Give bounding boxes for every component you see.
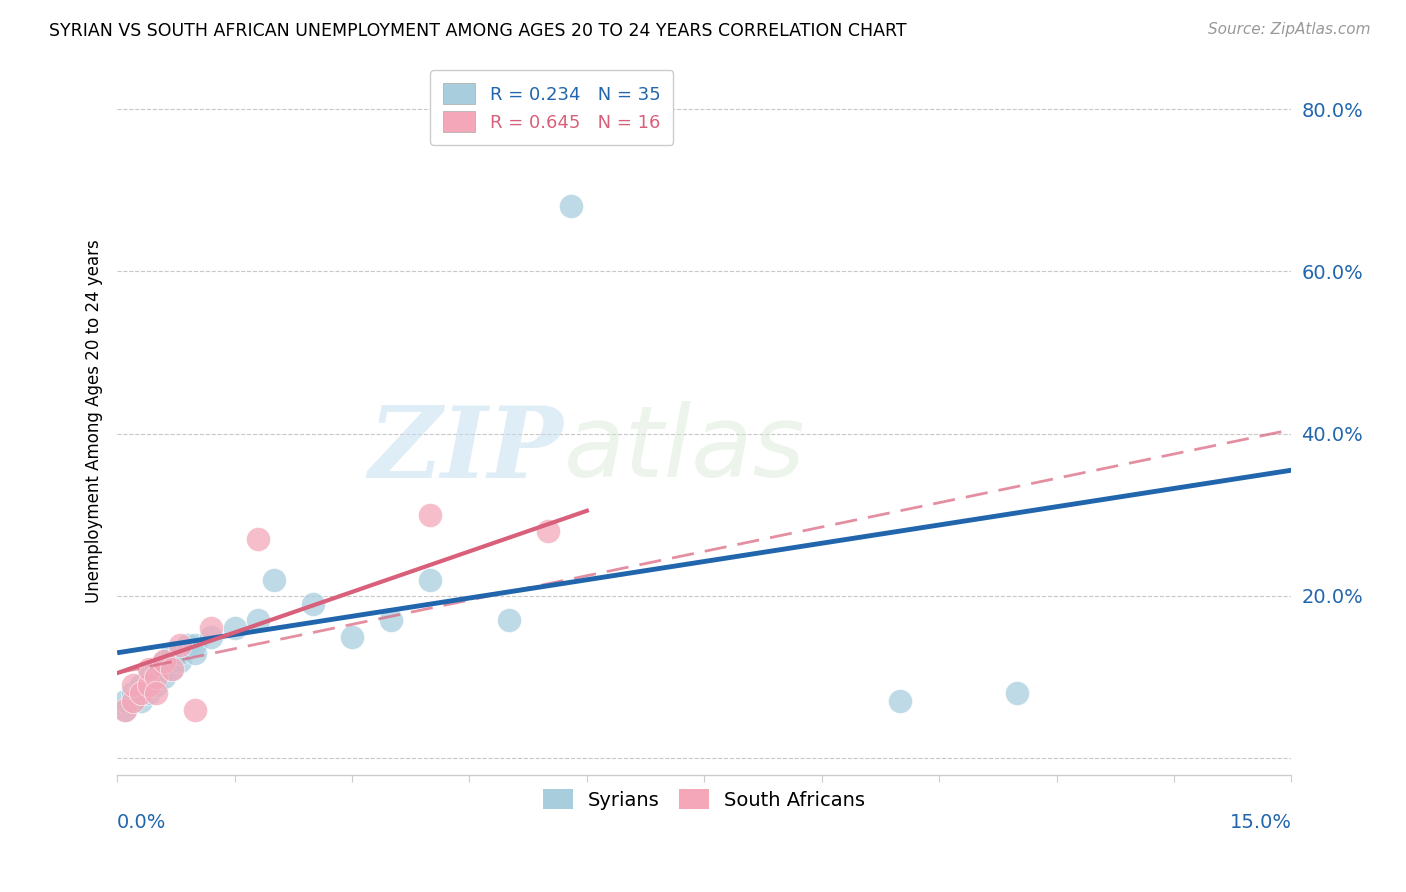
Point [560,199,582,213]
Point [153,670,176,684]
Point [302,597,325,611]
Point [224,622,246,636]
Point [184,646,207,660]
Point [153,662,176,676]
Point [247,613,270,627]
Point [114,703,136,717]
Text: ZIP: ZIP [368,401,564,498]
Point [200,622,222,636]
Point [138,662,160,676]
Point [129,678,152,692]
Point [380,613,402,627]
Point [498,613,520,627]
Point [129,686,152,700]
Point [138,678,160,692]
Point [138,678,160,692]
Point [138,670,160,684]
Point [160,662,183,676]
Point [419,573,441,587]
Point [160,646,183,660]
Point [121,678,143,692]
Point [160,654,183,668]
Point [889,694,911,708]
Point [184,638,207,652]
Point [114,694,136,708]
Point [1007,686,1029,700]
Point [121,694,143,708]
Point [145,686,167,700]
Point [145,678,167,692]
Point [184,703,207,717]
Point [169,654,191,668]
Point [169,646,191,660]
Point [153,654,176,668]
Point [145,662,167,676]
Y-axis label: Unemployment Among Ages 20 to 24 years: Unemployment Among Ages 20 to 24 years [86,240,103,603]
Point [537,524,560,538]
Text: atlas: atlas [564,401,806,499]
Point [114,703,136,717]
Text: 0.0%: 0.0% [117,814,166,832]
Text: 15.0%: 15.0% [1229,814,1291,832]
Point [145,670,167,684]
Point [138,686,160,700]
Point [419,508,441,522]
Point [263,573,285,587]
Text: Source: ZipAtlas.com: Source: ZipAtlas.com [1208,22,1371,37]
Point [176,638,198,652]
Point [247,532,270,546]
Point [340,630,363,644]
Legend: Syrians, South Africans: Syrians, South Africans [536,781,873,818]
Text: SYRIAN VS SOUTH AFRICAN UNEMPLOYMENT AMONG AGES 20 TO 24 YEARS CORRELATION CHART: SYRIAN VS SOUTH AFRICAN UNEMPLOYMENT AMO… [49,22,907,40]
Point [169,638,191,652]
Point [160,662,183,676]
Point [153,654,176,668]
Point [121,694,143,708]
Point [200,630,222,644]
Point [121,686,143,700]
Point [145,670,167,684]
Point [129,686,152,700]
Point [129,694,152,708]
